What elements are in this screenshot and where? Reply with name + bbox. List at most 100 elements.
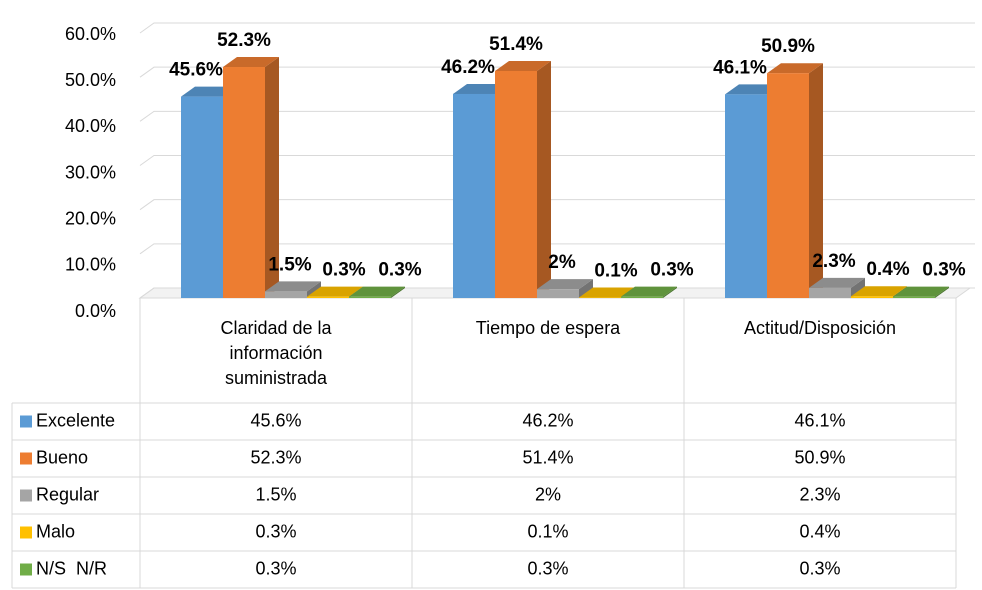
table-cell: 0.4% — [799, 521, 840, 541]
bar-front — [851, 296, 893, 298]
legend-label: Regular — [36, 484, 99, 504]
bar — [495, 60, 551, 298]
table-cell: 52.3% — [250, 447, 301, 467]
grid-line — [139, 243, 975, 255]
y-tick-label: 10.0% — [65, 255, 116, 275]
value-label: 0.3% — [650, 260, 693, 281]
bar — [223, 57, 279, 299]
value-label: 1.5% — [268, 254, 311, 275]
bar-side — [265, 57, 279, 299]
legend-label: Excelente — [36, 410, 115, 430]
table-cell: 46.2% — [522, 410, 573, 430]
grid-line — [139, 110, 975, 122]
bar-top — [537, 279, 593, 290]
legend-label: N/S N/R — [36, 558, 107, 578]
table-cell: 46.1% — [794, 410, 845, 430]
bar — [349, 286, 405, 298]
bar-front — [495, 70, 537, 298]
bar-top — [851, 286, 907, 297]
value-label: 2.3% — [812, 251, 855, 272]
bar-front — [181, 96, 223, 298]
y-tick-label: 0.0% — [75, 301, 116, 321]
bar-side — [537, 60, 551, 298]
bar — [265, 281, 321, 298]
bar-front — [307, 296, 349, 298]
value-label: 0.3% — [378, 260, 421, 281]
value-label: 45.6% — [169, 60, 223, 81]
table-cell: 1.5% — [255, 484, 296, 504]
value-label: 46.1% — [713, 57, 767, 78]
grid-line — [139, 22, 975, 34]
value-label: 51.4% — [489, 34, 543, 55]
legend-key — [20, 526, 32, 539]
value-label: 50.9% — [761, 36, 815, 57]
legend-label: Malo — [36, 521, 75, 541]
y-tick-label: 30.0% — [65, 162, 116, 182]
bar-top — [809, 277, 865, 288]
bar-front — [893, 296, 935, 298]
bar-side — [579, 279, 593, 298]
legend-key — [20, 415, 32, 428]
bar — [767, 63, 823, 298]
bar — [537, 279, 593, 298]
bar — [893, 286, 949, 298]
bar-side — [851, 277, 865, 298]
table-cell: 0.3% — [255, 558, 296, 578]
bar-top — [265, 281, 321, 292]
legend-key — [20, 452, 32, 465]
table-cell: 2.3% — [799, 484, 840, 504]
bar-front — [537, 289, 579, 298]
bar-top — [307, 286, 363, 297]
value-label: 2% — [548, 252, 576, 273]
y-tick-label: 20.0% — [65, 208, 116, 228]
y-tick-label: 40.0% — [65, 116, 116, 136]
grid-line — [139, 155, 975, 166]
legend-key — [20, 563, 32, 576]
bar-front — [725, 94, 767, 299]
bar-front — [265, 291, 307, 298]
bar-top — [767, 63, 823, 74]
table-cell: 0.3% — [255, 521, 296, 541]
bar-side — [809, 63, 823, 298]
bar-top — [495, 60, 551, 71]
table-cell: 45.6% — [250, 410, 301, 430]
table-cell: 0.1% — [527, 521, 568, 541]
bar-front — [453, 93, 495, 298]
bar-front — [349, 296, 391, 298]
bar-side — [307, 281, 321, 298]
category-label: Actitud/Disposición — [743, 318, 897, 338]
bar — [809, 277, 865, 298]
y-tick-label: 50.0% — [65, 70, 116, 90]
bar-side — [935, 286, 949, 298]
bar-top — [223, 57, 279, 68]
category-label: Tiempo de espera — [475, 318, 621, 338]
value-label: 52.3% — [217, 30, 271, 51]
bar-side — [391, 286, 405, 298]
y-tick-label: 60.0% — [65, 24, 116, 44]
bar-top — [893, 286, 949, 297]
value-label: 0.4% — [866, 259, 909, 280]
grid-line — [139, 66, 975, 78]
category-label: Claridad de la información suministrada — [220, 318, 332, 388]
table-cell: 50.9% — [794, 447, 845, 467]
bar-top — [349, 286, 405, 297]
bar-top — [579, 287, 635, 298]
table-cell: 2% — [535, 484, 561, 504]
bar-front — [621, 296, 663, 298]
bar-front — [223, 67, 265, 298]
bar — [621, 286, 677, 298]
grid-line — [139, 287, 975, 299]
table-cell: 51.4% — [522, 447, 573, 467]
legend-key — [20, 489, 32, 502]
value-label: 0.3% — [922, 260, 965, 281]
value-label: 0.1% — [594, 261, 637, 282]
bar-front — [809, 287, 851, 298]
table-cell: 0.3% — [799, 558, 840, 578]
bar-front — [767, 73, 809, 298]
value-label: 0.3% — [322, 260, 365, 281]
table-cell: 0.3% — [527, 558, 568, 578]
legend-label: Bueno — [36, 447, 88, 467]
bar-top — [621, 286, 677, 297]
